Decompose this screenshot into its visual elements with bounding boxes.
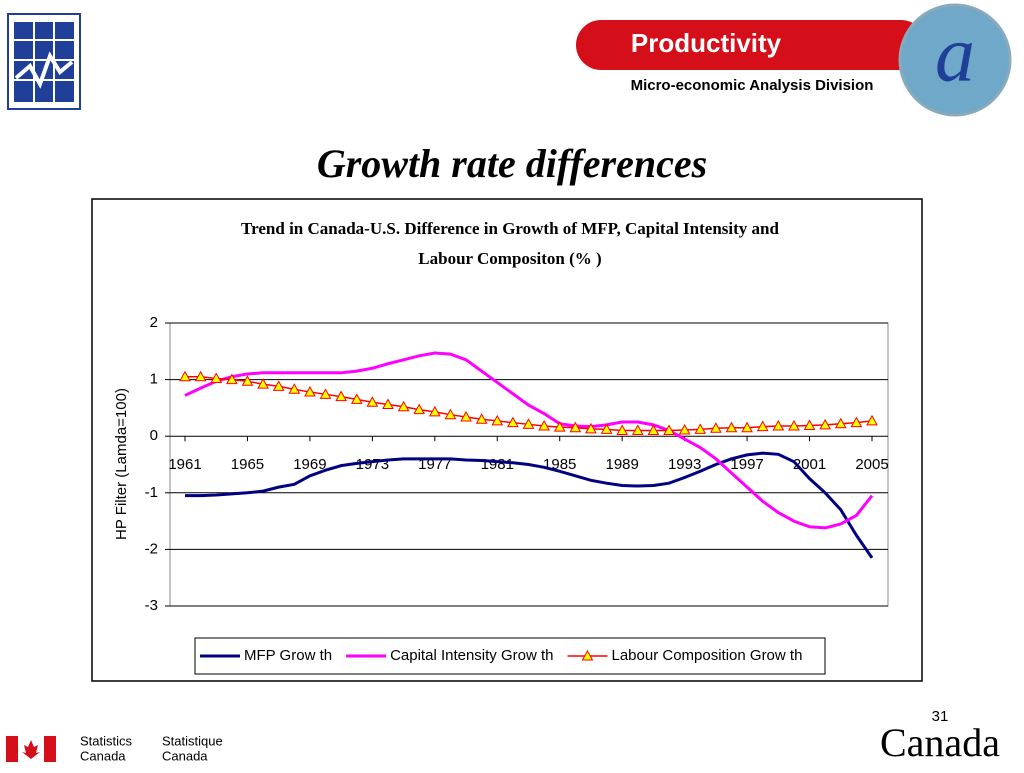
legend: [194, 637, 826, 675]
marker: [788, 419, 800, 431]
marker: [647, 424, 660, 436]
x-tick-label: 1981: [481, 456, 514, 473]
wordmark: Canada: [880, 720, 1000, 765]
y-tick-label: 0: [150, 427, 158, 444]
footer-text: Canada: [162, 748, 208, 763]
x-tick-label: 1961: [168, 456, 201, 473]
chart-frame: [91, 198, 923, 682]
page-number: 31: [932, 708, 949, 725]
footer-text: Canada: [80, 748, 126, 763]
y-axis-label: HP Filter (Lamda=100): [113, 388, 130, 540]
marker: [491, 414, 504, 426]
marker: [710, 422, 722, 433]
marker: [397, 400, 410, 412]
marker: [522, 418, 535, 429]
legend-label: MFP Grow th: [244, 647, 332, 664]
marker: [725, 421, 738, 433]
division: Micro-economic Analysis Division: [631, 77, 874, 94]
marker: [850, 416, 863, 428]
marker: [272, 380, 285, 391]
marker: [444, 408, 457, 420]
marker: [288, 383, 301, 394]
footer-text: Statistics: [80, 733, 133, 748]
flag-leaf: [22, 740, 40, 759]
x-tick-label: 1965: [231, 456, 264, 473]
marker: [304, 386, 316, 397]
marker: [616, 424, 629, 436]
flag-band: [44, 736, 56, 762]
y-tick-label: -3: [145, 597, 158, 614]
brand-pill: [576, 20, 926, 70]
series-line: [184, 351, 874, 530]
x-tick-label: 1969: [293, 456, 326, 473]
marker: [694, 423, 707, 434]
y-tick-label: 1: [150, 371, 158, 388]
marker: [538, 419, 550, 431]
marker: [335, 390, 347, 402]
brand: Productivity: [631, 28, 782, 58]
marker: [257, 378, 269, 389]
marker: [225, 373, 238, 385]
emblem-letter: a: [935, 10, 975, 98]
x-tick-label: 1989: [605, 456, 638, 473]
legend-label: Capital Intensity Grow th: [390, 647, 553, 664]
logo-grid: [14, 22, 74, 102]
marker: [319, 388, 332, 399]
x-tick-label: 2005: [855, 456, 888, 473]
flag-band: [6, 736, 18, 762]
marker: [866, 414, 878, 426]
marker: [569, 421, 582, 433]
marker: [507, 416, 519, 428]
marker: [179, 370, 191, 382]
chart-title: Labour Compositon (% ): [418, 249, 601, 268]
y-tick-label: 2: [150, 314, 158, 331]
y-tick-label: -1: [145, 484, 158, 501]
x-tick-label: 1973: [356, 456, 389, 473]
emblem: [898, 3, 1012, 117]
x-tick-label: 1977: [418, 456, 451, 473]
marker: [428, 405, 441, 417]
marker: [241, 375, 254, 386]
footer-text: Statistique: [162, 733, 223, 748]
marker: [834, 417, 847, 429]
marker: [631, 424, 644, 436]
marker: [678, 423, 691, 435]
marker: [741, 421, 753, 433]
logo-fill: [14, 22, 74, 102]
marker: [350, 393, 363, 404]
marker: [819, 418, 832, 430]
marker: [460, 410, 472, 422]
y-tick-label: -2: [145, 540, 158, 557]
legend-label: Labour Composition Grow th: [611, 647, 802, 664]
slide-title: Growth rate differences: [317, 141, 707, 186]
marker: [663, 424, 675, 436]
series-line: [185, 451, 874, 559]
marker: [194, 370, 207, 382]
logo-line: [14, 51, 74, 89]
marker: [803, 419, 816, 430]
x-tick-label: 1993: [668, 456, 701, 473]
marker: [413, 403, 426, 415]
marker: [585, 422, 597, 434]
marker: [366, 396, 379, 407]
marker: [382, 398, 394, 410]
marker: [600, 423, 613, 434]
x-tick-label: 1997: [730, 456, 763, 473]
marker: [553, 421, 566, 432]
marker: [210, 372, 223, 383]
marker: [772, 419, 785, 431]
marker: [475, 413, 488, 424]
chart-title: Trend in Canada-U.S. Difference in Growt…: [241, 219, 779, 238]
legend-marker: [581, 649, 594, 661]
marker: [756, 420, 769, 432]
